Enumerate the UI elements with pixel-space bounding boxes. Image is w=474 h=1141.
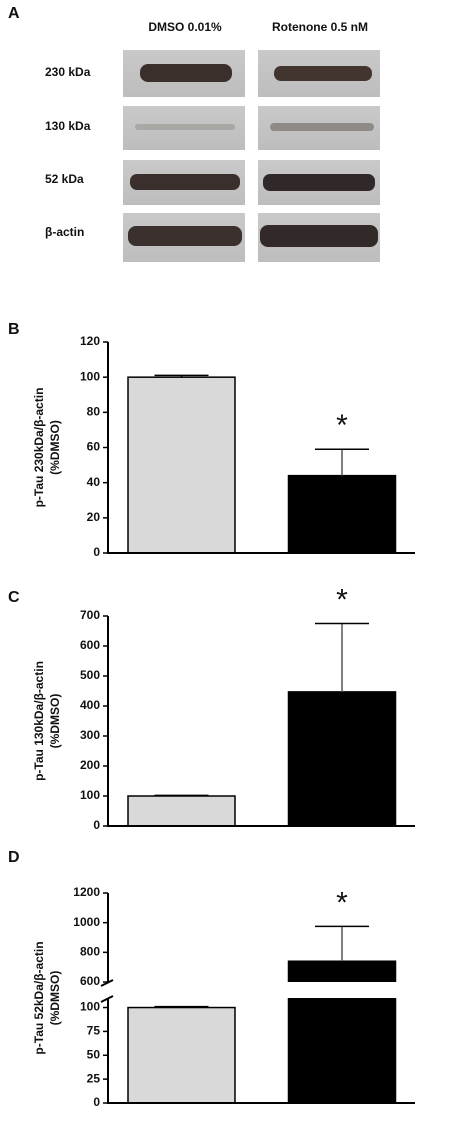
y-tick-label: 120 xyxy=(80,334,100,348)
y-tick-label: 50 xyxy=(87,1047,101,1061)
band xyxy=(274,66,372,81)
y-tick-label: 500 xyxy=(80,668,100,682)
y-axis-label: (%DMSO) xyxy=(48,420,62,475)
y-axis-label: p-Tau 230kDa/β-actin xyxy=(32,388,46,508)
y-tick-label: 600 xyxy=(80,638,100,652)
y-tick-label: 0 xyxy=(93,818,100,832)
band xyxy=(130,174,240,190)
annotation: * xyxy=(336,409,348,442)
axis-break xyxy=(100,979,114,987)
segment-marks xyxy=(287,925,397,982)
y-tick-label: 100 xyxy=(80,369,100,383)
bar xyxy=(127,1006,236,1103)
y-tick-label: 0 xyxy=(93,545,100,559)
y-tick-label: 25 xyxy=(87,1071,101,1085)
panel-label: C xyxy=(8,589,20,606)
y-tick-label: 80 xyxy=(87,405,101,419)
annotation: * xyxy=(336,583,348,616)
axis-break xyxy=(100,995,114,1003)
panel-label: D xyxy=(8,849,20,866)
y-tick-label: 300 xyxy=(80,728,100,742)
band xyxy=(270,123,374,131)
bar xyxy=(127,376,236,553)
band xyxy=(135,124,235,130)
band xyxy=(128,226,242,246)
segment-marks xyxy=(127,622,397,826)
row-label: 52 kDa xyxy=(45,172,84,186)
y-tick-label: 400 xyxy=(80,698,100,712)
segment-marks xyxy=(127,998,397,1103)
y-tick-label: 40 xyxy=(87,475,101,489)
y-tick-label: 100 xyxy=(80,788,100,802)
y-tick-label: 100 xyxy=(80,1000,100,1014)
bar xyxy=(127,795,236,826)
y-tick-label: 600 xyxy=(80,974,100,988)
y-tick-label: 1000 xyxy=(73,915,100,929)
y-tick-label: 60 xyxy=(87,440,101,454)
y-tick-label: 75 xyxy=(87,1024,101,1038)
column-label: Rotenone 0.5 nM xyxy=(272,20,368,34)
y-axis-label: (%DMSO) xyxy=(48,694,62,749)
y-axis-label: p-Tau 130kDa/β-actin xyxy=(32,661,46,781)
y-axis-label: (%DMSO) xyxy=(48,971,62,1026)
y-tick-label: 1200 xyxy=(73,885,100,899)
row-label: 230 kDa xyxy=(45,65,91,79)
y-tick-label: 0 xyxy=(93,1095,100,1109)
annotation: * xyxy=(336,886,348,919)
band xyxy=(140,64,232,82)
row-label: 130 kDa xyxy=(45,119,91,133)
blot-panel: A DMSO 0.01% Rotenone 0.5 nM 230 kDa 130… xyxy=(8,5,380,262)
panel-label: B xyxy=(8,321,20,338)
y-tick-label: 700 xyxy=(80,608,100,622)
y-tick-label: 200 xyxy=(80,758,100,772)
row-label: β-actin xyxy=(45,225,84,239)
y-axis-label: p-Tau 52kDa/β-actin xyxy=(32,941,46,1054)
band xyxy=(263,174,375,191)
bar xyxy=(287,998,397,1103)
column-label: DMSO 0.01% xyxy=(148,20,222,34)
panel-label: A xyxy=(8,5,20,22)
y-tick-label: 800 xyxy=(80,945,100,959)
bar xyxy=(287,691,397,826)
bar xyxy=(287,960,397,982)
bar xyxy=(287,474,397,553)
segment-marks xyxy=(127,374,397,553)
y-tick-label: 20 xyxy=(87,510,101,524)
band xyxy=(260,225,378,247)
